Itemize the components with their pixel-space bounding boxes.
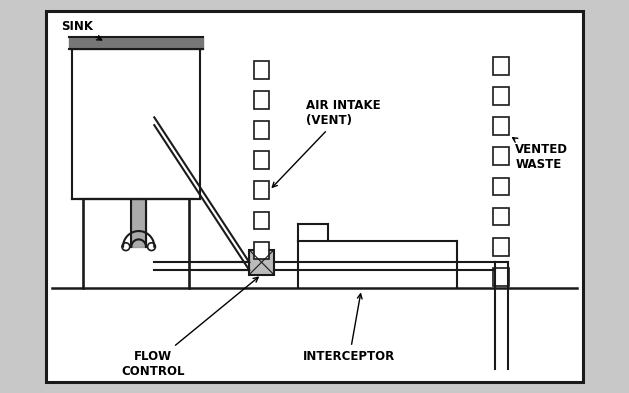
Bar — [493, 178, 509, 195]
Bar — [493, 147, 509, 165]
Bar — [249, 250, 274, 275]
Circle shape — [122, 243, 130, 251]
Bar — [253, 182, 269, 199]
Bar — [493, 238, 509, 255]
Bar — [493, 57, 509, 75]
Bar — [253, 61, 269, 79]
Circle shape — [148, 243, 155, 251]
Text: INTERCEPTOR: INTERCEPTOR — [303, 294, 396, 363]
Bar — [253, 91, 269, 109]
Text: AIR INTAKE
(VENT): AIR INTAKE (VENT) — [272, 99, 381, 187]
Bar — [253, 151, 269, 169]
Bar — [253, 211, 269, 230]
Bar — [493, 118, 509, 135]
Text: SINK: SINK — [61, 20, 102, 40]
Bar — [493, 87, 509, 105]
Bar — [493, 268, 509, 286]
Bar — [253, 121, 269, 139]
Bar — [253, 242, 269, 259]
Text: FLOW
CONTROL: FLOW CONTROL — [121, 277, 258, 378]
Text: VENTED
WASTE: VENTED WASTE — [513, 138, 568, 171]
Bar — [493, 208, 509, 226]
